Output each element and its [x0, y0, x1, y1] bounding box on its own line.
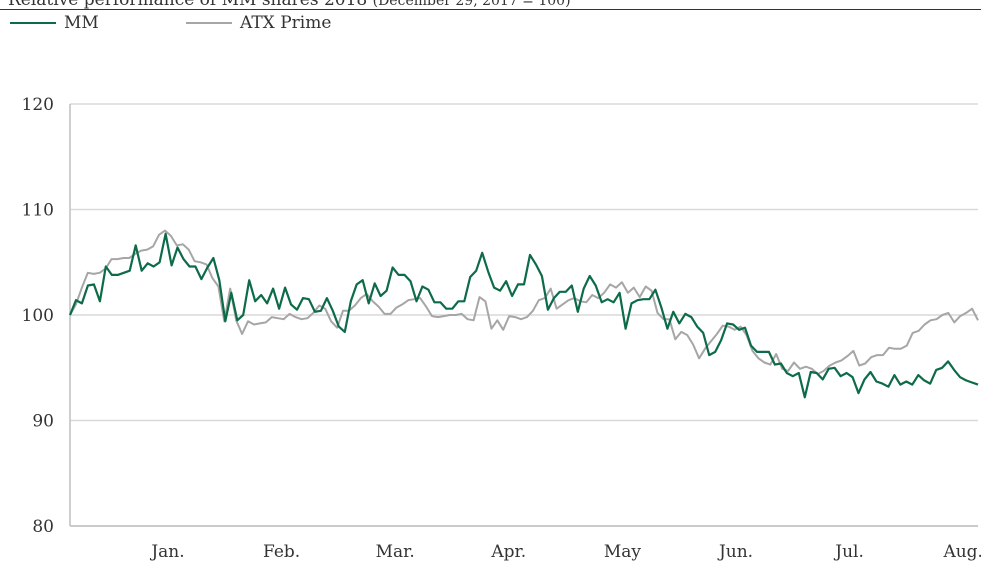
legend-label-atx-prime: ATX Prime: [240, 13, 332, 33]
legend-label-mm: MM: [64, 13, 99, 33]
y-tick-label-90: 90: [32, 412, 54, 432]
x-tick-label-mar: Mar.: [376, 542, 415, 561]
legend-swatch-mm: [10, 22, 56, 24]
x-tick-label-may: May: [604, 542, 642, 561]
chart-title-text: Relative performance of MM shares 2018: [8, 0, 368, 10]
y-tick-label-110: 110: [22, 201, 54, 221]
y-tick-label-80: 80: [32, 517, 54, 537]
x-tick-label-feb: Feb.: [263, 542, 300, 561]
chart-title-bar: Relative performance of MM shares 2018 (…: [0, 0, 981, 10]
x-tick-label-jan: Jan.: [149, 542, 184, 561]
chart-title: Relative performance of MM shares 2018 (…: [8, 0, 571, 10]
series-line-mm: [68, 232, 979, 399]
series-line-atx-prime: [69, 229, 979, 376]
y-tick-label-120: 120: [22, 95, 54, 115]
legend-item-mm: MM: [10, 12, 99, 34]
x-tick-label-jul: Jul.: [833, 542, 864, 561]
y-tick-label-100: 100: [22, 306, 54, 326]
legend-item-atx-prime: ATX Prime: [186, 12, 331, 34]
x-tick-label-aug: Aug.: [942, 542, 981, 561]
x-tick-label-jun: Jun.: [717, 542, 753, 561]
legend-swatch-atx-prime: [186, 22, 232, 24]
chart-subtitle: (December 29, 2017 = 100): [372, 0, 571, 9]
x-tick-label-apr: Apr.: [490, 542, 526, 561]
